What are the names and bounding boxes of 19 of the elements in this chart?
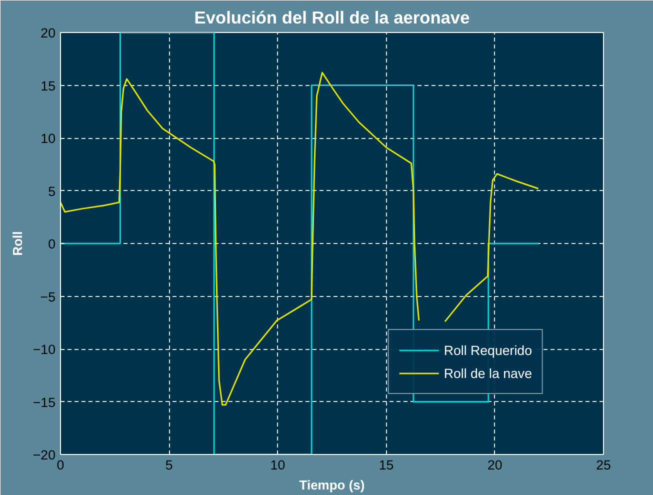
x-tick-label: 5 xyxy=(165,458,173,472)
x-tick-label: 10 xyxy=(270,458,286,472)
x-tick-label: 20 xyxy=(487,458,502,472)
y-tick-label: 5 xyxy=(48,184,56,199)
y-tick-label: 20 xyxy=(40,26,56,40)
legend-label: Roll de la nave xyxy=(444,366,532,380)
legend-label: Roll Requerido xyxy=(444,342,532,358)
y-tick-label: 0 xyxy=(48,236,56,252)
y-tick-label: −20 xyxy=(32,448,56,462)
x-axis-title: Tiempo (s) xyxy=(299,478,365,492)
y-axis-title: Roll xyxy=(10,231,25,256)
y-tick-label: −10 xyxy=(32,342,56,357)
x-tick-label: 25 xyxy=(596,458,611,472)
y-tick-label: 15 xyxy=(40,78,56,94)
chart-title: Evolución del Roll de la aeronave xyxy=(194,8,470,28)
y-tick-label: −15 xyxy=(32,394,56,410)
y-tick-label: 10 xyxy=(40,131,56,146)
x-tick-label: 15 xyxy=(378,458,394,472)
y-tick-label: −5 xyxy=(40,289,56,304)
